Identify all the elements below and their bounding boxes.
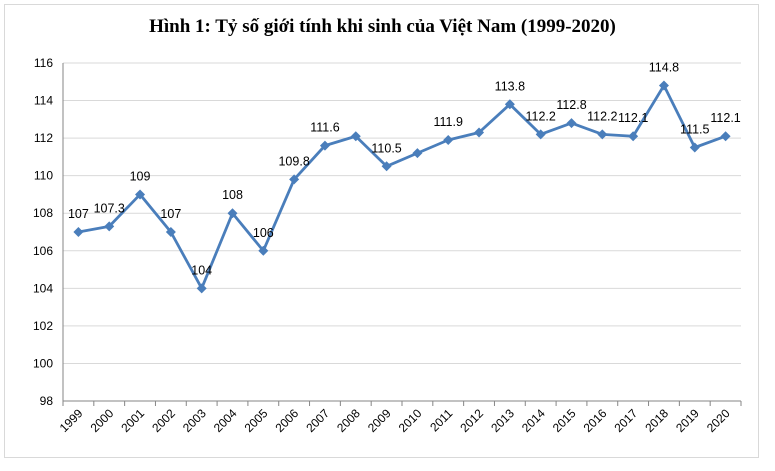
data-point-marker [628, 131, 639, 142]
x-tick-label: 2015 [550, 406, 579, 435]
x-tick-label: 2020 [704, 406, 733, 435]
y-tick-label: 116 [34, 56, 53, 70]
y-tick-label: 112 [34, 131, 53, 145]
data-label: 111.9 [434, 115, 463, 129]
series-line-path [78, 84, 727, 290]
data-point-marker [443, 134, 454, 145]
data-label: 104 [191, 263, 212, 277]
x-tick-label: 2008 [334, 406, 363, 435]
data-label: 109.8 [278, 154, 309, 168]
data-label: 112.1 [618, 111, 648, 125]
chart-frame [4, 4, 759, 458]
data-label: 112.2 [587, 109, 617, 123]
data-point-marker [566, 118, 577, 129]
data-label: 107 [160, 207, 181, 221]
data-point-marker [597, 129, 608, 140]
data-label: 111.5 [680, 123, 709, 137]
chart-title: Hình 1: Tỷ số giới tính khi sinh của Việ… [149, 16, 616, 37]
data-label: 107.3 [94, 201, 125, 215]
data-labels: 107 107.3 109 107 104 108 106 109.8 111.6 110.5 11… [68, 61, 741, 278]
data-label: 112.1 [710, 111, 740, 125]
x-tick-label: 2006 [272, 406, 301, 435]
data-point-marker [227, 208, 238, 219]
data-point-marker [535, 129, 546, 140]
data-label: 112.2 [526, 109, 556, 123]
series-markers [73, 80, 731, 294]
data-label: 109 [130, 169, 151, 183]
x-tick-label: 2009 [365, 406, 394, 435]
x-tick-label: 2007 [303, 406, 332, 435]
y-tick-label: 114 [34, 94, 53, 108]
data-point-marker [135, 189, 146, 200]
data-point-marker [319, 140, 330, 151]
y-tick-label: 98 [40, 394, 54, 408]
data-label: 112.8 [556, 98, 586, 112]
data-label: 106 [253, 226, 274, 240]
data-point-marker [350, 131, 361, 142]
x-tick-label: 2000 [88, 406, 117, 435]
data-point-marker [412, 148, 423, 159]
data-point-marker [720, 131, 731, 142]
series-line [78, 84, 727, 290]
y-tick-label: 106 [33, 244, 53, 258]
data-label: 113.8 [495, 79, 525, 93]
x-tick-label: 2012 [457, 406, 486, 435]
x-tick-label: 2016 [581, 406, 610, 435]
gridlines [63, 62, 741, 364]
data-point-marker [289, 174, 300, 185]
y-tick-label: 102 [33, 319, 53, 333]
x-tick-label: 2014 [519, 406, 548, 435]
x-tick-label: 2010 [396, 406, 425, 435]
y-tick-label: 110 [34, 169, 53, 183]
x-tick-label: 1999 [57, 406, 86, 435]
x-tick-label: 2019 [673, 406, 702, 435]
data-point-marker [258, 245, 269, 256]
data-point-marker [196, 283, 207, 294]
y-tick-labels: 98 100 102 104 106 108 110 112 114 116 [33, 56, 53, 408]
y-tick-label: 104 [33, 281, 53, 295]
data-point-marker [689, 142, 700, 153]
data-label: 111.6 [310, 121, 339, 135]
x-tick-label: 2002 [149, 406, 178, 435]
data-label: 108 [222, 188, 243, 202]
data-point-marker [658, 80, 669, 91]
x-tick-label: 2013 [488, 406, 517, 435]
axes [62, 63, 742, 406]
x-tick-label: 2005 [242, 406, 271, 435]
data-point-marker [504, 99, 515, 110]
x-tick-label: 2004 [211, 406, 240, 435]
x-tick-label: 2001 [118, 406, 147, 435]
data-point-marker [381, 161, 392, 172]
data-point-marker [73, 227, 84, 237]
y-tick-label: 108 [33, 206, 53, 220]
data-label: 107 [68, 207, 89, 221]
x-tick-labels: 1999 2000 2001 2002 2003 2004 2005 2006 2007 2008… [57, 406, 733, 435]
x-tick-label: 2003 [180, 406, 209, 435]
x-tick-label: 2011 [427, 406, 455, 434]
data-point-marker [104, 221, 115, 232]
data-point-marker [474, 127, 485, 138]
x-tick-label: 2017 [611, 406, 640, 435]
data-label: 114.8 [649, 61, 679, 75]
data-point-marker [165, 227, 176, 237]
x-tick-label: 2018 [642, 406, 671, 435]
data-label: 110.5 [371, 141, 401, 155]
y-tick-label: 100 [33, 356, 53, 370]
